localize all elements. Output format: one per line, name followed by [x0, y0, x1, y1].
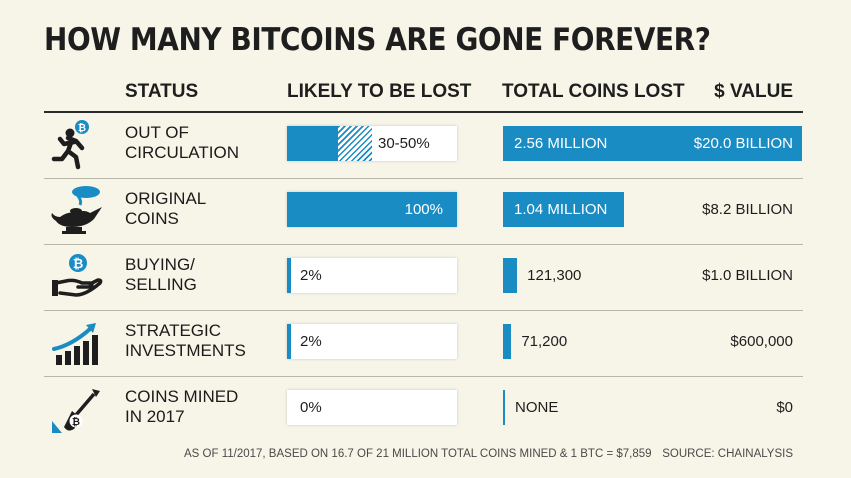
- row-divider: [44, 376, 803, 377]
- likely-lost-box: 30-50%: [287, 126, 457, 161]
- likely-lost-bar: [287, 192, 457, 227]
- genie-lamp-icon: [46, 183, 106, 239]
- status-line-1: ORIGINAL: [125, 189, 207, 208]
- likely-lost-box: 2%: [287, 324, 457, 359]
- status-line-1: COINS MINED: [125, 387, 239, 406]
- likely-lost-range-bar: [338, 126, 372, 161]
- likely-lost-label: 0%: [300, 399, 322, 416]
- header-status: STATUS: [125, 81, 199, 102]
- status-line-2: CIRCULATION: [125, 143, 239, 162]
- likely-lost-box: 100%: [287, 192, 457, 227]
- table-row: STRATEGIC INVESTMENTS 2% 71,200 $600,000: [0, 310, 851, 376]
- svg-text:₿: ₿: [78, 122, 86, 134]
- status-line-2: COINS: [125, 209, 179, 228]
- status-line-1: STRATEGIC: [125, 321, 222, 340]
- total-coins-label: 71,200: [521, 333, 568, 350]
- status-label: ORIGINAL COINS: [125, 189, 206, 229]
- status-label: COINS MINED IN 2017: [125, 387, 238, 427]
- table-row: ORIGINAL COINS 100% 1.04 MILLION $8.2 BILLIO…: [0, 178, 851, 244]
- likely-lost-label: 2%: [300, 333, 322, 350]
- header-dollar-value: $ VALUE: [714, 81, 793, 102]
- status-line-2: IN 2017: [125, 407, 185, 426]
- svg-text:₿: ₿: [73, 257, 84, 272]
- status-line-1: OUT OF: [125, 123, 189, 142]
- dollar-value-label: $20.0 BILLION: [693, 135, 793, 152]
- total-coins-bar: [503, 390, 505, 425]
- svg-text:₿: ₿: [72, 416, 80, 428]
- likely-lost-bar: [287, 324, 291, 359]
- chart-title: HOW MANY BITCOINS ARE GONE FOREVER?: [44, 22, 711, 58]
- row-divider: [44, 178, 803, 179]
- likely-lost-box: 2%: [287, 258, 457, 293]
- row-divider: [44, 244, 803, 245]
- likely-lost-box: 0%: [287, 390, 457, 425]
- status-line-1: BUYING/: [125, 255, 195, 274]
- likely-lost-label: 100%: [404, 201, 443, 218]
- status-label: STRATEGIC INVESTMENTS: [125, 321, 246, 361]
- row-divider: [44, 310, 803, 311]
- status-label: BUYING/SELLING: [125, 255, 197, 295]
- total-coins-label: 2.56 MILLION: [514, 135, 608, 152]
- shovel-bitcoin-icon: ₿: [46, 381, 106, 437]
- total-coins-bar: [503, 324, 512, 359]
- dollar-value-label: $600,000: [730, 333, 793, 350]
- total-coins-label: NONE: [515, 399, 559, 416]
- footer-note: AS OF 11/2017, BASED ON 16.7 OF 21 MILLI…: [184, 448, 652, 460]
- total-coins-bar: [503, 192, 625, 227]
- dollar-value-label: $0: [776, 399, 793, 416]
- running-man-bitcoin-icon: ₿: [46, 117, 106, 173]
- table-row: ₿ COINS MINED IN 2017 0% NONE $0: [0, 376, 851, 442]
- dollar-value-label: $1.0 BILLION: [702, 267, 793, 284]
- likely-lost-bar: [287, 258, 291, 293]
- footer-source: SOURCE: CHAINALYSIS: [662, 448, 793, 460]
- likely-lost-label: 2%: [300, 267, 322, 284]
- total-coins-label: 121,300: [527, 267, 582, 284]
- header-divider: [44, 111, 803, 113]
- dollar-value-label: $8.2 BILLION: [702, 201, 793, 218]
- table-row: ₿ BUYING/SELLING 2% 121,300 $1.0 BILLION: [0, 244, 851, 310]
- status-line-2: INVESTMENTS: [125, 341, 246, 360]
- status-line-2: SELLING: [125, 275, 197, 294]
- total-coins-label: 1.04 MILLION: [514, 201, 608, 218]
- header-total-coins-lost: TOTAL COINS LOST: [502, 81, 685, 102]
- table-row: ₿ OUT OF CIRCULATION 30-50% 2.56 MILLION $20.…: [0, 112, 851, 178]
- hand-bitcoin-icon: ₿: [46, 249, 106, 305]
- likely-lost-label: 30-50%: [378, 135, 430, 152]
- total-coins-bar: [503, 126, 802, 161]
- growth-chart-icon: [46, 315, 106, 371]
- header-likely-to-be-lost: LIKELY TO BE LOST: [287, 81, 472, 102]
- total-coins-bar: [503, 258, 518, 293]
- likely-lost-bar: [287, 126, 338, 161]
- status-label: OUT OF CIRCULATION: [125, 123, 239, 163]
